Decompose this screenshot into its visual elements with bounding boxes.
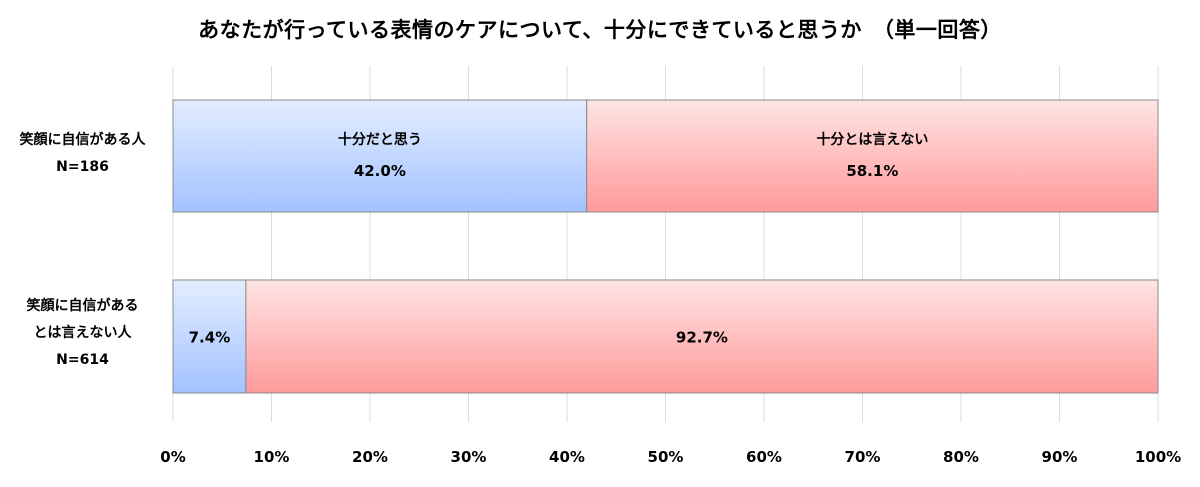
x-tick-label: 20% <box>352 448 388 466</box>
segment-series-label: 十分とは言えない <box>816 131 928 148</box>
bar-segment <box>172 279 247 394</box>
x-tick-label: 40% <box>549 448 585 466</box>
x-tick-label: 70% <box>845 448 881 466</box>
data-label: 7.4% <box>189 329 231 347</box>
category-label: 笑顔に自信がある人 N=186 <box>0 127 165 181</box>
bar-segment <box>172 99 588 213</box>
x-tick-label: 80% <box>943 448 979 466</box>
category-label-line: 笑顔に自信がある人 <box>19 132 146 148</box>
x-axis-ticks: 0% 10% 20% 30% 40% 50% 60% 70% 80% 90% 100% <box>160 448 1181 466</box>
bar-segment <box>245 279 1159 394</box>
bars: 十分だと思う 42.0% 十分とは言えない 58.1% 7.4% 92.7% <box>172 99 1159 394</box>
x-tick-label: 0% <box>160 448 185 466</box>
category-label: 笑顔に自信がある とは言えない人 N=614 <box>0 293 165 374</box>
x-tick-label: 90% <box>1042 448 1078 466</box>
x-tick-label: 50% <box>648 448 684 466</box>
category-label-line: とは言えない人 <box>33 325 132 341</box>
chart-title: あなたが行っている表情のケアについて、十分にできていると思うか （単一回答） <box>198 18 1002 42</box>
category-label-line: N=186 <box>56 159 109 175</box>
data-label: 92.7% <box>676 329 728 347</box>
data-label: 58.1% <box>846 162 898 180</box>
bar-segment <box>586 99 1159 213</box>
category-label-line: 笑顔に自信がある <box>26 298 139 314</box>
x-tick-label: 60% <box>746 448 782 466</box>
x-tick-label: 10% <box>254 448 290 466</box>
x-tick-label: 100% <box>1135 448 1181 466</box>
segment-series-label: 十分だと思う <box>338 131 422 148</box>
data-label: 42.0% <box>354 162 406 180</box>
category-label-line: N=614 <box>56 352 109 368</box>
x-tick-label: 30% <box>451 448 487 466</box>
